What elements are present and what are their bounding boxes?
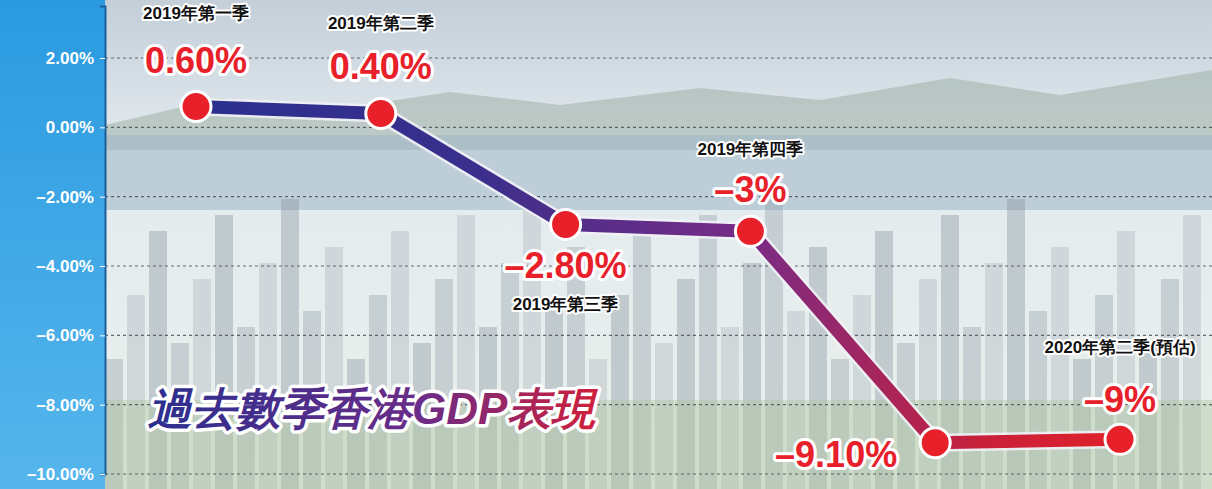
data-label: –9% — [1084, 379, 1156, 420]
tick-mark — [100, 58, 105, 59]
data-label: –2.80% — [505, 245, 627, 286]
labels: 2019年第一季 0.60% 2019年第二季 0.40% 2019年第三季 –2.80%… — [143, 4, 1195, 475]
tick-mark — [100, 127, 105, 128]
marker — [181, 92, 211, 122]
grid-line — [105, 473, 1212, 474]
grid-line — [105, 265, 1212, 266]
tick: 2.00% — [46, 49, 105, 68]
tick-mark — [100, 197, 105, 198]
marker — [920, 428, 950, 458]
tick-mark — [100, 474, 105, 475]
data-label: 0.60% — [145, 40, 247, 81]
tick-mark — [100, 335, 105, 336]
background — [0, 0, 1212, 489]
grid-line — [105, 196, 1212, 197]
grid — [105, 58, 1212, 474]
tick: 0.00% — [46, 118, 105, 137]
marker — [735, 216, 765, 246]
category-label: 2019年第二季 — [328, 14, 434, 33]
tick-label: 2.00% — [46, 49, 94, 68]
tick-label: –2.00% — [36, 188, 94, 207]
tick-mark — [100, 266, 105, 267]
title: 過去數季香港GDP表現 — [148, 384, 599, 433]
category-label: 2020年第二季(預估) — [1044, 338, 1195, 357]
axis-strip — [0, 0, 105, 489]
category-label: 2019年第一季 — [143, 4, 249, 23]
data-label: –9.10% — [775, 434, 897, 475]
data-label: 0.40% — [330, 46, 432, 87]
tick: –2.00% — [36, 188, 105, 207]
tick: –4.00% — [36, 257, 105, 276]
category-label: 2019年第三季 — [513, 295, 619, 314]
y-axis: 2.00% 0.00% –2.00% –4.00% –6.00% –8.00% –10.00… — [27, 7, 106, 484]
marker — [1105, 424, 1135, 454]
data-label: –3% — [714, 169, 786, 210]
marker — [551, 209, 581, 239]
tick: –6.00% — [36, 326, 105, 345]
tick-mark — [100, 405, 105, 406]
tick-label: 0.00% — [46, 118, 94, 137]
chart: 2.00% 0.00% –2.00% –4.00% –6.00% –8.00% –10.00… — [0, 0, 1212, 489]
tick-label: –4.00% — [36, 257, 94, 276]
tick-label: –6.00% — [36, 326, 94, 345]
grid-line — [105, 57, 1212, 58]
category-label: 2019年第四季 — [697, 140, 803, 159]
tick-label: –10.00% — [27, 465, 94, 484]
tick-label: –8.00% — [36, 396, 94, 415]
sky — [0, 0, 1212, 489]
tick: –10.00% — [27, 465, 105, 484]
marker — [366, 98, 396, 128]
tick: –8.00% — [36, 396, 105, 415]
axis-line — [100, 7, 106, 475]
harbour — [105, 135, 1212, 210]
grid-line — [105, 335, 1212, 336]
grid-line — [105, 127, 1212, 128]
